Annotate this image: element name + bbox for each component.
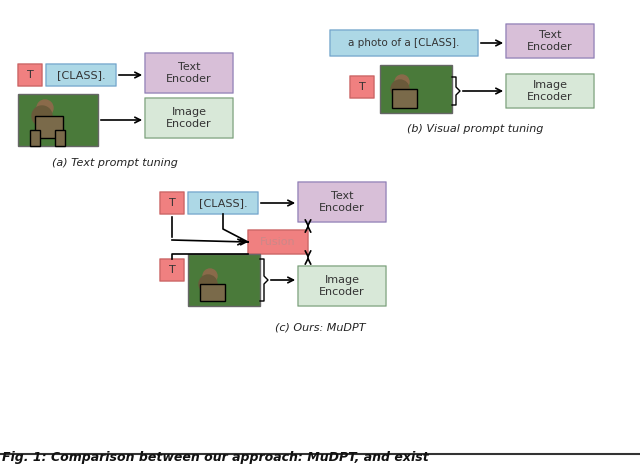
FancyBboxPatch shape — [18, 64, 42, 86]
Text: Fig. 1: Comparison between our approach: MuDPT, and exist: Fig. 1: Comparison between our approach:… — [2, 451, 429, 464]
Text: T: T — [168, 198, 175, 208]
FancyBboxPatch shape — [298, 182, 386, 222]
Text: Image
Encoder: Image Encoder — [166, 107, 212, 129]
FancyBboxPatch shape — [248, 230, 308, 254]
FancyBboxPatch shape — [46, 64, 116, 86]
FancyBboxPatch shape — [145, 53, 233, 93]
FancyBboxPatch shape — [35, 116, 63, 138]
Text: a photo of a [CLASS].: a photo of a [CLASS]. — [348, 38, 460, 48]
FancyBboxPatch shape — [160, 259, 184, 281]
Text: (b) Visual prompt tuning: (b) Visual prompt tuning — [407, 124, 543, 134]
Text: Image
Encoder: Image Encoder — [319, 275, 365, 297]
FancyBboxPatch shape — [330, 30, 478, 56]
Text: T: T — [168, 265, 175, 275]
FancyBboxPatch shape — [506, 74, 594, 108]
FancyBboxPatch shape — [380, 65, 452, 113]
FancyBboxPatch shape — [200, 284, 225, 301]
Circle shape — [395, 75, 409, 89]
Circle shape — [203, 269, 217, 283]
Text: Text
Encoder: Text Encoder — [527, 30, 573, 52]
Text: Text
Encoder: Text Encoder — [166, 62, 212, 84]
Text: T: T — [27, 70, 33, 80]
FancyBboxPatch shape — [506, 24, 594, 58]
Text: [CLASS].: [CLASS]. — [57, 70, 106, 80]
Text: [CLASS].: [CLASS]. — [198, 198, 247, 208]
Circle shape — [37, 100, 53, 116]
FancyBboxPatch shape — [160, 192, 184, 214]
FancyBboxPatch shape — [188, 192, 258, 214]
Text: (c) Ours: MuDPT: (c) Ours: MuDPT — [275, 322, 365, 332]
FancyBboxPatch shape — [55, 130, 65, 146]
FancyBboxPatch shape — [298, 266, 386, 306]
FancyBboxPatch shape — [350, 76, 374, 98]
FancyBboxPatch shape — [392, 89, 417, 108]
Circle shape — [199, 275, 217, 293]
Text: Fusion: Fusion — [260, 237, 296, 247]
FancyBboxPatch shape — [188, 254, 260, 306]
FancyBboxPatch shape — [30, 130, 40, 146]
Circle shape — [32, 106, 52, 126]
Circle shape — [391, 80, 409, 98]
Text: Text
Encoder: Text Encoder — [319, 191, 365, 213]
Text: T: T — [358, 82, 365, 92]
Text: (a) Text prompt tuning: (a) Text prompt tuning — [52, 158, 178, 168]
Text: Image
Encoder: Image Encoder — [527, 80, 573, 102]
FancyBboxPatch shape — [145, 98, 233, 138]
FancyBboxPatch shape — [18, 94, 98, 146]
